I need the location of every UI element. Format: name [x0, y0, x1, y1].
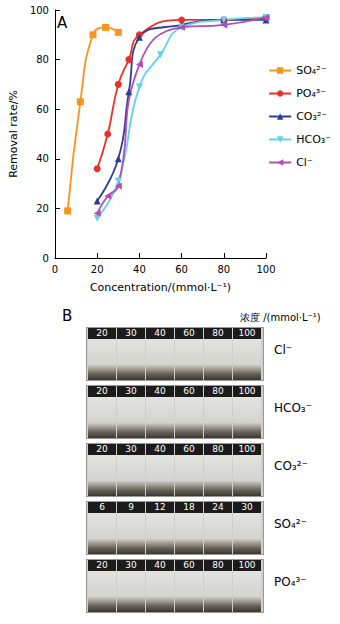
- svg-text:SO₄²⁻: SO₄²⁻: [296, 64, 326, 77]
- html-text:100: 100: [238, 328, 256, 338]
- html-text:60: 60: [183, 444, 195, 454]
- html-text:100: 100: [238, 386, 256, 396]
- html-text:PO₄³⁻: PO₄³⁻: [274, 575, 307, 589]
- svg-text:100: 100: [30, 5, 49, 16]
- html-text:30: 30: [125, 386, 137, 396]
- svg-text:40: 40: [36, 153, 49, 164]
- html-text:20: 20: [96, 444, 108, 454]
- svg-text:CO₃²⁻: CO₃²⁻: [296, 110, 327, 123]
- svg-text:Removal rate/%: Removal rate/%: [7, 90, 20, 178]
- html-text:60: 60: [183, 560, 195, 570]
- html-text:30: 30: [241, 502, 253, 512]
- html-text:20: 20: [96, 328, 108, 338]
- html-text:18: 18: [183, 502, 195, 512]
- svg-text:HCO₃⁻: HCO₃⁻: [296, 133, 331, 146]
- html-text:100: 100: [238, 444, 256, 454]
- svg-text:Concentration/(mmol·L⁻¹): Concentration/(mmol·L⁻¹): [90, 281, 231, 294]
- html-text:80: 80: [212, 444, 224, 454]
- html-text:40: 40: [154, 328, 166, 338]
- html-text:9: 9: [128, 502, 134, 512]
- html-text:Cl⁻: Cl⁻: [274, 343, 292, 357]
- html-text:6: 6: [99, 502, 105, 512]
- svg-text:80: 80: [36, 54, 49, 65]
- html-text:20: 20: [96, 386, 108, 396]
- html-text:60: 60: [183, 328, 195, 338]
- html-text:40: 40: [154, 386, 166, 396]
- html-text:CO₃²⁻: CO₃²⁻: [274, 459, 308, 473]
- html-text:80: 80: [212, 328, 224, 338]
- svg-text:20: 20: [91, 264, 104, 275]
- html-text:30: 30: [125, 444, 137, 454]
- svg-text:PO₄³⁻: PO₄³⁻: [296, 87, 326, 100]
- html-text:B: B: [62, 307, 73, 325]
- svg-text:40: 40: [133, 264, 146, 275]
- svg-text:100: 100: [256, 264, 275, 275]
- html-text:浓度 /(mmol·L⁻¹): 浓度 /(mmol·L⁻¹): [240, 312, 321, 323]
- svg-text:0: 0: [43, 253, 49, 264]
- svg-text:60: 60: [175, 264, 188, 275]
- html-text:30: 30: [125, 560, 137, 570]
- svg-text:0: 0: [52, 264, 58, 275]
- html-text:30: 30: [125, 328, 137, 338]
- html-text:24: 24: [212, 502, 224, 512]
- html-text:40: 40: [154, 444, 166, 454]
- html-text:12: 12: [154, 502, 166, 512]
- svg-text:80: 80: [217, 264, 230, 275]
- svg-text:60: 60: [36, 104, 49, 115]
- html-text:40: 40: [154, 560, 166, 570]
- html-text:SO₄²⁻: SO₄²⁻: [274, 517, 307, 531]
- svg-text:A: A: [57, 14, 68, 32]
- html-text:60: 60: [183, 386, 195, 396]
- html-text:HCO₃⁻: HCO₃⁻: [274, 401, 312, 415]
- html-text:20: 20: [96, 560, 108, 570]
- html-text:80: 80: [212, 386, 224, 396]
- html-text:80: 80: [212, 560, 224, 570]
- html-text:100: 100: [238, 560, 256, 570]
- svg-text:Cl⁻: Cl⁻: [296, 156, 313, 169]
- svg-text:20: 20: [36, 203, 49, 214]
